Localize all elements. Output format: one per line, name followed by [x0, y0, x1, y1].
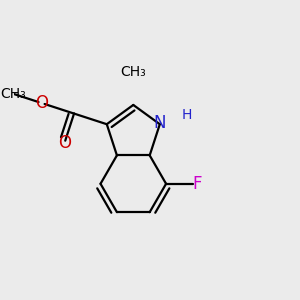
Text: CH₃: CH₃: [1, 87, 26, 101]
Text: F: F: [192, 175, 202, 193]
Text: O: O: [58, 134, 71, 152]
Text: N: N: [154, 114, 166, 132]
Text: CH₃: CH₃: [120, 65, 146, 79]
Text: H: H: [182, 109, 192, 122]
Text: O: O: [35, 94, 48, 112]
